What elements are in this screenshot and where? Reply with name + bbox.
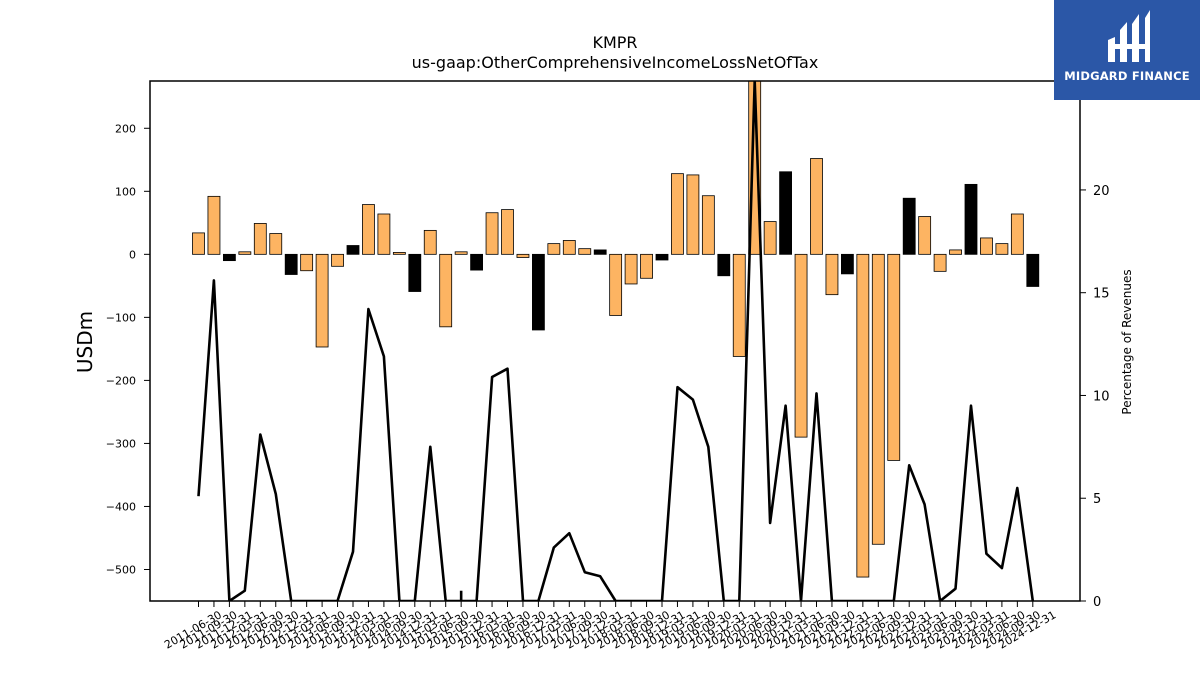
bar-2014-03-31 — [362, 204, 375, 255]
y-tick-label: 100 — [115, 185, 136, 198]
bar-2012-12-31 — [284, 253, 298, 275]
bar-2018-12-31 — [655, 253, 669, 261]
bar-2020-12-31 — [779, 171, 792, 255]
logo-text: MIDGARD FINANCE — [1064, 69, 1190, 83]
y-tick-label: 0 — [129, 248, 136, 261]
bar-2017-03-31 — [547, 243, 561, 255]
y-axis-label: USDm — [73, 311, 97, 373]
bar-series — [192, 81, 1040, 578]
y2-tick-label: 15 — [1093, 287, 1110, 302]
bar-2019-12-31 — [717, 253, 731, 277]
bar-2023-03-31 — [918, 216, 932, 255]
chart-title: KMPR — [592, 33, 637, 52]
bar-2015-03-31 — [423, 229, 437, 255]
bar-2022-06-30 — [871, 253, 885, 545]
logo-mark-icon — [1108, 10, 1150, 62]
y-tick-label: −100 — [106, 311, 136, 324]
plot-frame — [149, 80, 1081, 602]
bar-2020-03-31 — [732, 253, 746, 357]
bar-2023-09-30 — [949, 249, 962, 255]
bar-2023-12-31 — [964, 183, 978, 255]
bar-2021-06-30 — [810, 158, 823, 255]
bar-2017-09-30 — [578, 248, 592, 255]
bar-2014-09-30 — [392, 252, 406, 255]
bar-2019-03-31 — [671, 173, 684, 255]
bar-2016-06-30 — [501, 209, 514, 255]
y2-tick-label: 10 — [1093, 389, 1110, 404]
y-tick-label: −400 — [106, 500, 136, 513]
bar-2016-12-31 — [532, 253, 545, 331]
bar-2018-03-31 — [609, 253, 623, 316]
bar-2024-03-31 — [980, 237, 993, 255]
y2-tick-label: 20 — [1093, 184, 1110, 199]
y-tick-label: −300 — [106, 437, 136, 450]
bar-2014-06-30 — [377, 213, 391, 255]
bar-2018-06-30 — [624, 253, 638, 285]
brand-logo: MIDGARD FINANCE — [1054, 0, 1200, 100]
bar-2024-12-31 — [1026, 253, 1040, 287]
bar-2022-03-31 — [856, 253, 870, 578]
y2-tick-label: 5 — [1093, 492, 1101, 507]
y-axis-left: −500 −400 −300 −200 −100 0 100 200 — [106, 122, 150, 576]
bar-2020-09-30 — [763, 221, 777, 255]
bar-2021-12-31 — [841, 253, 854, 275]
bar-2012-09-30 — [269, 233, 283, 255]
bar-2015-09-30 — [454, 251, 468, 255]
bar-2019-06-30 — [686, 174, 700, 255]
bar-2024-06-30 — [995, 243, 1009, 255]
bar-2012-03-31 — [238, 251, 252, 255]
bar-2015-06-30 — [439, 253, 453, 328]
chart-subtitle: us-gaap:OtherComprehensiveIncomeLossNetO… — [412, 53, 819, 72]
bar-2015-12-31 — [470, 253, 484, 271]
bar-2021-09-30 — [825, 253, 839, 296]
y-axis-right: 0 5 10 15 20 — [1080, 184, 1110, 610]
bar-2011-06-30 — [192, 232, 205, 255]
bar-2016-03-31 — [485, 212, 499, 255]
bar-2022-12-31 — [902, 197, 916, 255]
bar-2022-09-30 — [887, 253, 901, 461]
bar-2021-03-31 — [794, 253, 808, 438]
y-tick-label: −200 — [106, 374, 136, 387]
y-tick-label: 200 — [115, 122, 136, 135]
bar-2013-06-30 — [315, 253, 329, 348]
bar-2011-09-30 — [207, 195, 221, 255]
line-series — [197, 81, 1035, 601]
bar-2024-09-30 — [1010, 213, 1024, 255]
bar-2011-12-31 — [222, 253, 236, 262]
y2-axis-label: Percentage of Revenues — [1120, 269, 1134, 414]
bar-2023-06-30 — [933, 253, 947, 272]
bar-2017-06-30 — [562, 240, 576, 255]
bar-2013-03-31 — [300, 253, 314, 272]
x-axis: 2011-06-302011-09-302011-12-312012-03-31… — [162, 601, 1058, 652]
bar-2016-09-30 — [516, 253, 530, 258]
y-tick-label: −500 — [106, 563, 136, 576]
bar-2013-12-31 — [346, 245, 360, 255]
bar-2013-09-30 — [331, 253, 344, 267]
bar-2017-12-31 — [593, 249, 607, 255]
bar-2019-09-30 — [701, 195, 715, 255]
y2-tick-label: 0 — [1093, 595, 1101, 610]
bar-2014-12-31 — [408, 253, 422, 292]
bar-2012-06-30 — [253, 223, 267, 255]
bar-2018-09-30 — [640, 253, 653, 279]
